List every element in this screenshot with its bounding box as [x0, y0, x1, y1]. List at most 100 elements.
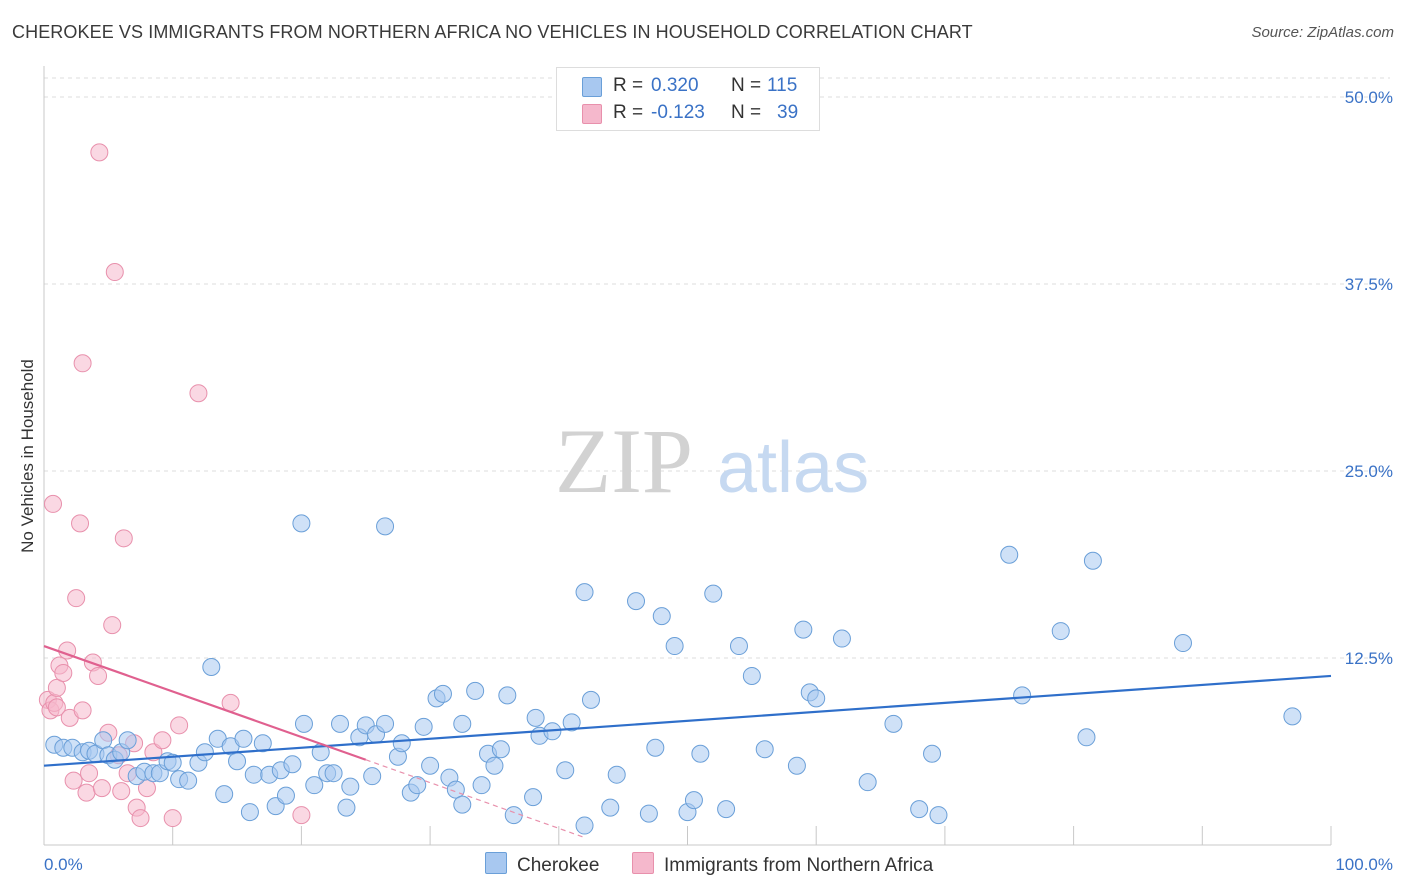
- data-point-cherokee: [807, 689, 826, 708]
- data-point-immigrants: [163, 809, 182, 828]
- data-point-cherokee: [526, 708, 545, 727]
- data-point-cherokee: [601, 798, 620, 817]
- legend-swatch-pink: [582, 104, 602, 124]
- data-point-immigrants: [73, 701, 92, 720]
- data-point-cherokee: [163, 753, 182, 772]
- data-point-cherokee: [691, 744, 710, 763]
- grid-lines: [44, 77, 1390, 659]
- data-point-cherokee: [392, 734, 411, 753]
- data-point-immigrants: [47, 678, 66, 697]
- data-point-cherokee: [215, 785, 234, 804]
- data-point-cherokee: [562, 713, 581, 732]
- tick-labels: 12.5% 25.0% 37.5% 50.0% 0.0% 100.0%: [44, 88, 1393, 874]
- data-point-cherokee: [376, 517, 395, 536]
- data-point-cherokee: [472, 776, 491, 795]
- data-point-cherokee: [1051, 622, 1070, 641]
- data-point-immigrants: [54, 663, 73, 682]
- data-point-cherokee: [240, 803, 259, 822]
- data-point-cherokee: [929, 806, 948, 825]
- data-point-immigrants: [144, 743, 163, 762]
- x-tick-label: 100.0%: [1335, 855, 1393, 874]
- data-point-cherokee: [575, 583, 594, 602]
- legend-item-cherokee[interactable]: Cherokee: [485, 852, 599, 877]
- data-point-cherokee: [376, 714, 395, 733]
- data-point-cherokee: [794, 620, 813, 639]
- data-point-cherokee: [228, 752, 247, 771]
- trend-lines: [43, 644, 1332, 839]
- data-point-immigrants: [73, 354, 92, 373]
- data-point-immigrants: [153, 731, 172, 750]
- data-point-cherokee: [276, 786, 295, 805]
- legend-n-value: 39: [777, 102, 799, 123]
- data-point-cherokee: [421, 756, 440, 775]
- data-point-cherokee: [253, 734, 272, 753]
- data-point-cherokee: [646, 738, 665, 757]
- data-point-immigrants: [131, 809, 150, 828]
- data-point-cherokee: [498, 686, 517, 705]
- data-point-cherokee: [294, 714, 313, 733]
- watermark-atlas: atlas: [717, 428, 869, 508]
- data-point-cherokee: [491, 740, 510, 759]
- data-point-immigrants: [64, 771, 83, 790]
- data-point-cherokee: [1283, 707, 1302, 726]
- data-point-cherokee: [331, 714, 350, 733]
- data-point-cherokee: [283, 755, 302, 774]
- data-point-cherokee: [466, 681, 485, 700]
- data-point-immigrants: [103, 616, 122, 635]
- data-point-immigrants: [47, 698, 66, 717]
- data-point-cherokee: [832, 629, 851, 648]
- legend-n-value: 115: [767, 75, 798, 96]
- data-point-cherokee: [94, 731, 113, 750]
- legend-n-label: N =: [731, 75, 762, 96]
- data-point-cherokee: [729, 637, 748, 656]
- data-point-cherokee: [1173, 634, 1192, 653]
- y-tick-label: 25.0%: [1345, 462, 1393, 481]
- legend-stats: R = 0.320 N = 115 R = -0.123 N = 39: [556, 67, 820, 131]
- data-point-cherokee: [665, 637, 684, 656]
- data-point-cherokee: [524, 788, 543, 807]
- data-point-cherokee: [337, 798, 356, 817]
- data-point-cherokee: [1077, 728, 1096, 747]
- data-point-cherokee: [627, 592, 646, 611]
- data-point-cherokee: [607, 765, 626, 784]
- data-point-immigrants: [92, 779, 111, 798]
- chart-title: CHEROKEE VS IMMIGRANTS FROM NORTHERN AFR…: [12, 22, 973, 42]
- data-point-cherokee: [787, 756, 806, 775]
- legend-swatch-blue: [485, 852, 507, 874]
- data-point-cherokee: [652, 607, 671, 626]
- data-point-immigrants: [170, 716, 189, 735]
- legend-swatch-blue: [582, 77, 602, 97]
- data-point-immigrants: [71, 514, 90, 533]
- data-point-cherokee: [485, 756, 504, 775]
- legend-item-immigrants[interactable]: Immigrants from Northern Africa: [632, 852, 933, 877]
- data-point-cherokee: [179, 771, 198, 790]
- source-label: Source: ZipAtlas.com: [1251, 24, 1394, 41]
- data-point-immigrants: [80, 764, 99, 783]
- data-point-immigrants: [112, 782, 131, 801]
- y-tick-label: 50.0%: [1345, 88, 1393, 107]
- data-point-immigrants: [44, 494, 63, 513]
- data-point-cherokee: [234, 729, 253, 748]
- y-axis-label: No Vehicles in Household: [18, 359, 37, 553]
- data-point-cherokee: [305, 776, 324, 795]
- data-point-cherokee: [704, 584, 723, 603]
- data-point-cherokee: [414, 717, 433, 736]
- legend-label: Cherokee: [517, 855, 600, 876]
- trend-line-immigrants-extension: [365, 759, 585, 839]
- y-tick-label: 12.5%: [1345, 649, 1393, 668]
- data-point-cherokee: [446, 780, 465, 799]
- data-point-cherokee: [755, 740, 774, 759]
- legend-label: Immigrants from Northern Africa: [664, 855, 934, 876]
- data-point-cherokee: [292, 514, 311, 533]
- data-point-cherokee: [910, 800, 929, 819]
- data-point-cherokee: [581, 690, 600, 709]
- data-point-cherokee: [118, 731, 137, 750]
- data-point-cherokee: [408, 776, 427, 795]
- data-point-immigrants: [67, 589, 86, 608]
- data-point-cherokee: [742, 666, 761, 685]
- data-point-cherokee: [684, 791, 703, 810]
- data-point-immigrants: [105, 263, 124, 282]
- legend-r-label: R =: [613, 75, 644, 96]
- data-point-cherokee: [575, 816, 594, 835]
